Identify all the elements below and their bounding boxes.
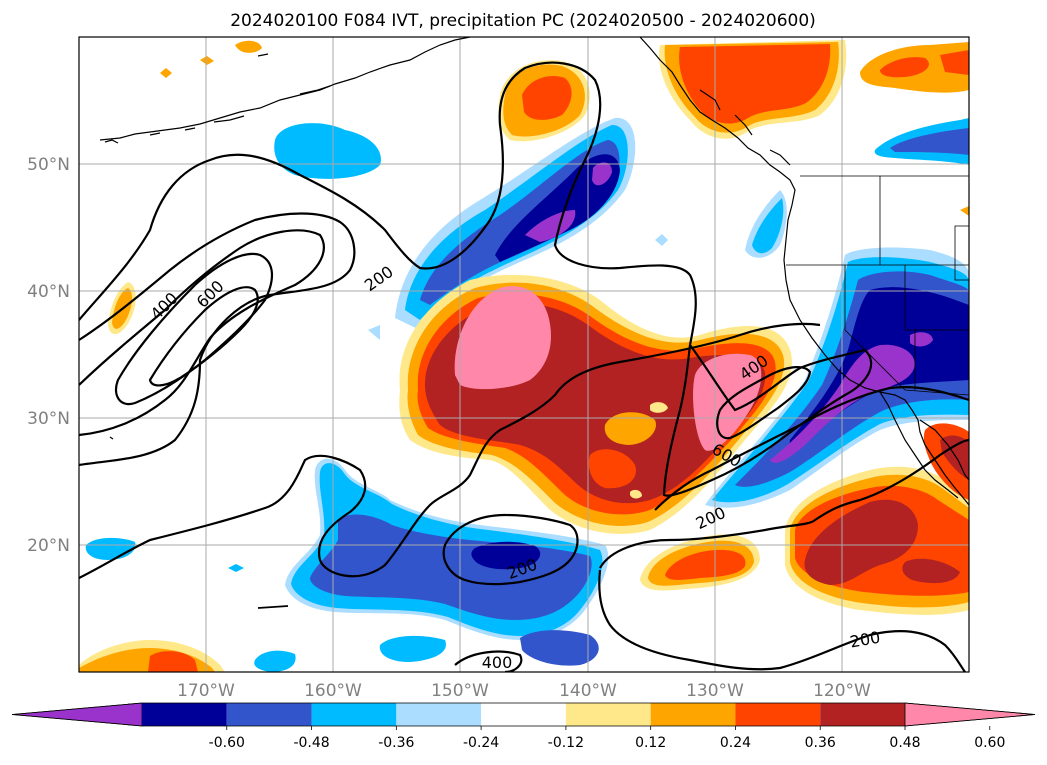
ivt-contour-400-east <box>662 344 873 497</box>
lon-label-150w: 150°W <box>431 681 489 701</box>
ivt-contour-200-southeast <box>599 438 969 569</box>
colorbar-bin <box>481 703 566 726</box>
lon-label-160w: 160°W <box>304 681 362 701</box>
precip-pc-shading <box>79 40 969 672</box>
ivt-contour-200-loop <box>79 229 325 437</box>
colorbar-bin <box>226 703 312 726</box>
positive-cell-southeast-3 <box>804 499 960 585</box>
colorbar-tick-label: -0.24 <box>463 735 499 751</box>
positive-cell-north-2 <box>522 75 572 120</box>
longitude-labels: 170°W 160°W 150°W 140°W 130°W 120°W <box>177 681 871 701</box>
colorbar-extend-high <box>904 702 1036 727</box>
lon-label-120w: 120°W <box>813 681 871 701</box>
coast-baja <box>879 391 959 499</box>
positive-cell-southwest-2 <box>148 651 198 672</box>
colorbar-bin <box>565 703 651 726</box>
ivt-contour-400-bottom <box>454 650 523 672</box>
colorbar-bin <box>396 703 482 726</box>
lat-label-30n: 30°N <box>27 409 70 429</box>
ivt-contour-200-west <box>79 61 697 346</box>
positive-cell-canada-1 <box>880 50 969 78</box>
ivt-contour-600-west <box>148 286 259 387</box>
figure-title: 2024020100 F084 IVT, precipitation PC (2… <box>230 11 816 31</box>
negative-cell-tropical-east-2 <box>254 650 296 672</box>
negative-band-tropical-2 <box>310 514 592 620</box>
precip-speck-3 <box>368 325 380 340</box>
lon-label-170w: 170°W <box>177 681 235 701</box>
coast-mainland <box>919 419 969 481</box>
ivt-contour-200-small <box>257 605 289 609</box>
colorbar-tick-label: -0.12 <box>548 735 584 751</box>
coastlines <box>99 37 969 506</box>
colorbar-bin <box>311 703 397 726</box>
ivt-contour-600-east <box>716 366 812 440</box>
colorbar-tick-label: 0.48 <box>889 735 920 751</box>
coast-alaska-1 <box>213 85 331 123</box>
ivt-contour-200-south <box>79 322 821 579</box>
colorbar-extend-low <box>11 702 143 727</box>
coast-bc-1 <box>699 89 791 166</box>
colorbar-tick-label: 0.12 <box>635 735 666 751</box>
contour-label-7: 400 <box>482 653 513 672</box>
coast-bc <box>639 37 969 506</box>
ivt-contour-200-tropical <box>79 212 356 467</box>
positive-ar-region-4 <box>454 286 551 390</box>
negative-band-tropical-3 <box>471 541 541 570</box>
positive-cell-subtropical-2 <box>665 549 746 580</box>
island <box>104 53 269 144</box>
positive-ar-region-6 <box>604 412 656 445</box>
colorbar-bin <box>820 703 905 726</box>
lon-label-140w: 140°W <box>559 681 617 701</box>
precip-speck <box>160 68 172 78</box>
political-borders-1 <box>954 225 969 281</box>
negative-band-california-4 <box>770 332 933 463</box>
colorbar-tick-label: -0.48 <box>293 735 329 751</box>
island-1 <box>109 436 114 440</box>
colorbar-outline <box>11 702 1036 727</box>
negative-band-north-4 <box>525 162 612 242</box>
lon-label-130w: 130°W <box>686 681 744 701</box>
latitude-labels: 50°N 40°N 30°N 20°N <box>27 155 70 556</box>
negative-cell-tropical-east-1 <box>520 630 599 666</box>
ivt-contour-200-east <box>654 386 969 511</box>
ivt-contour-200-bottom-1 <box>442 513 579 586</box>
precip-speck-5 <box>228 564 244 572</box>
colorbar-tick-label: 0.36 <box>805 735 836 751</box>
map-panel: 400 600 200 400 600 200 200 400 200 <box>79 37 969 672</box>
ivt-contour-400-west <box>114 252 273 406</box>
ivt-contour-labels: 400 600 200 400 600 200 200 400 200 <box>147 262 882 672</box>
negative-cell-northwest <box>274 123 381 179</box>
precip-speck-4 <box>655 234 668 246</box>
colorbar-tick-label: -0.36 <box>378 735 414 751</box>
political-borders <box>786 175 969 396</box>
colorbar-bin <box>735 703 821 726</box>
colorbar-tick-label: 0.24 <box>720 735 751 751</box>
ivt-contour-200-bottom <box>598 569 966 672</box>
precip-speck-2 <box>235 40 262 53</box>
lat-label-50n: 50°N <box>27 155 70 175</box>
map-frame <box>78 36 970 673</box>
precip-speck-6 <box>960 206 969 216</box>
negative-cell-oregon-1 <box>752 198 784 254</box>
colorbar-bin <box>142 703 227 726</box>
lat-label-20n: 20°N <box>27 536 70 556</box>
lat-label-40n: 40°N <box>27 282 70 302</box>
ivt-contours <box>79 61 969 672</box>
colorbar-tick-label: -0.60 <box>209 735 245 751</box>
positive-ar-region-7 <box>588 449 636 489</box>
colorbar-tick-label: 0.60 <box>974 735 1005 751</box>
coast-alaska <box>99 37 471 141</box>
precip-speck-1 <box>200 56 214 65</box>
negative-cell-canada-1 <box>890 128 969 155</box>
negative-cell-tropical-east <box>379 635 446 662</box>
colorbar: -0.60 -0.48 -0.36 -0.24 -0.12 0.12 0.24 0.36 0.4… <box>11 702 1036 751</box>
colorbar-bin <box>650 703 736 726</box>
